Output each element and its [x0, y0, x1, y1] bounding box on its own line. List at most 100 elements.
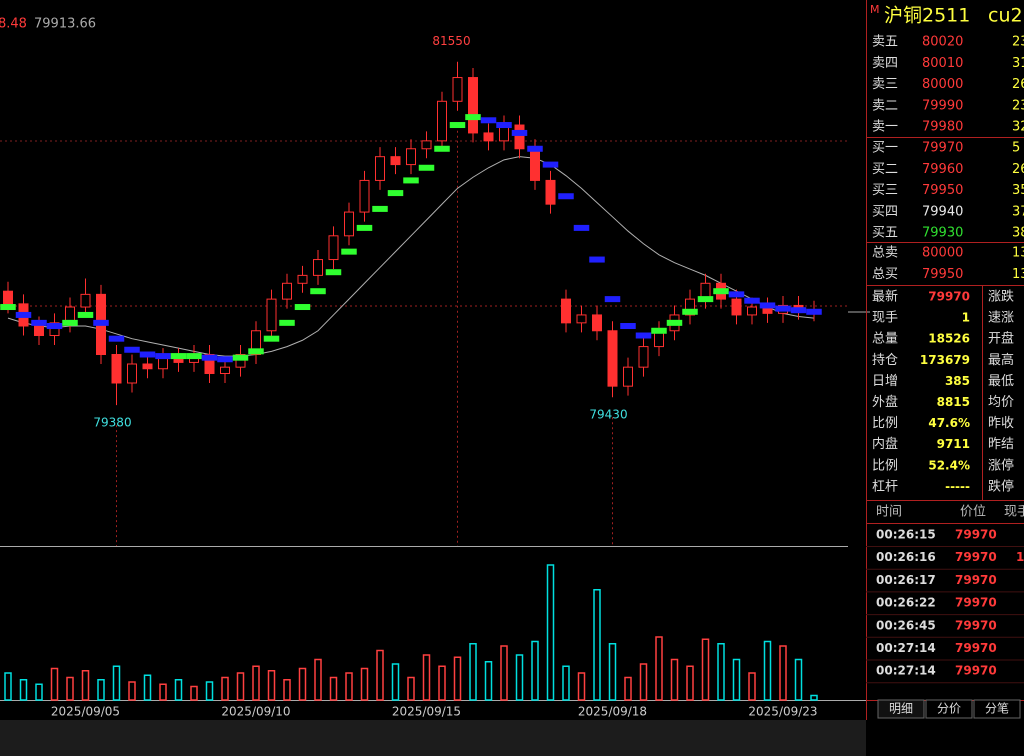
book-label: 总卖	[872, 246, 898, 261]
volume-bar	[469, 643, 477, 701]
volume-bar	[810, 694, 818, 701]
candle-body	[731, 298, 742, 316]
tick-time: 00:27:14	[876, 641, 936, 655]
trend-step	[248, 348, 264, 355]
candle-body	[328, 235, 339, 261]
volume-bar	[515, 654, 524, 701]
candle-body	[747, 306, 757, 316]
book-label: 买一	[872, 141, 898, 156]
volume-bar	[717, 643, 725, 701]
trend-step	[77, 311, 94, 318]
volume-bar	[748, 672, 756, 701]
stat-value: 385	[945, 374, 970, 388]
volume-bar	[763, 640, 772, 701]
candle-body	[623, 366, 633, 387]
volume-bar	[112, 665, 121, 701]
volume-bar	[546, 564, 555, 701]
tick-price: 79970	[955, 573, 997, 587]
volume-bar	[35, 683, 43, 701]
candle-body	[483, 132, 494, 142]
stat-label: 比例	[872, 416, 898, 431]
tick-time: 00:26:22	[876, 596, 936, 610]
volume-bar	[236, 672, 245, 701]
trend-step	[279, 319, 295, 326]
stat-label: 总量	[872, 332, 898, 347]
volume-bar	[624, 676, 632, 701]
volume-bar	[128, 681, 136, 701]
tick-time: 00:26:16	[876, 550, 936, 564]
trend-step	[93, 319, 109, 326]
stat-label: 现手	[872, 311, 898, 326]
stat-value: -----	[945, 479, 970, 493]
volume-bar	[190, 685, 198, 701]
trend-step	[511, 129, 528, 136]
trend-step	[573, 224, 590, 231]
book-label: 买五	[872, 226, 898, 241]
stat-label: 最低	[988, 374, 1014, 389]
book-label: 卖五	[872, 35, 898, 50]
book-label: 卖一	[872, 120, 898, 135]
trend-step	[558, 193, 574, 200]
trend-step	[480, 117, 497, 124]
book-label: 卖二	[872, 98, 898, 113]
book-label: 买二	[872, 162, 898, 177]
tick-time: 00:27:14	[876, 664, 936, 678]
extreme-label: 79380	[93, 416, 131, 430]
tick-price: 79970	[955, 664, 997, 678]
book-price: 79950	[922, 183, 963, 198]
tick-volume: 1	[1016, 550, 1024, 564]
candle-body	[359, 179, 370, 213]
trend-step	[790, 307, 807, 314]
volume-bar	[701, 638, 710, 701]
trend-step	[170, 353, 187, 360]
candle-body	[80, 293, 91, 308]
volume-bar	[221, 676, 229, 701]
x-tick-label: 2025/09/23	[748, 705, 817, 719]
tab[interactable]	[973, 699, 1021, 719]
trend-step	[356, 224, 373, 231]
stat-value: 9711	[937, 437, 970, 451]
tick-price: 79970	[955, 596, 997, 610]
volume-bar	[593, 589, 601, 701]
tick-price: 79970	[955, 641, 997, 655]
volume-bar	[81, 670, 90, 701]
tick-price: 79970	[955, 550, 997, 564]
stat-label: 比例	[872, 458, 898, 473]
volume-bar	[531, 640, 539, 701]
trend-step	[232, 354, 249, 361]
trend-step	[651, 327, 667, 334]
volume-bar	[732, 658, 741, 701]
candle-body	[158, 357, 168, 370]
tick-header: 价位	[960, 505, 986, 520]
stat-label: 持仓	[872, 353, 898, 368]
trend-step	[713, 288, 729, 295]
x-tick-label: 2025/09/18	[578, 705, 647, 719]
book-price: 80000	[922, 77, 963, 92]
trend-step	[217, 356, 233, 363]
info-value: 8.48	[0, 17, 27, 32]
candle-body	[390, 156, 401, 166]
trend-step	[15, 311, 32, 318]
book-volume: 23	[1012, 98, 1024, 113]
book-label: 买三	[872, 183, 898, 198]
trend-step	[806, 308, 822, 315]
stat-label: 杠杆	[872, 478, 898, 494]
volume-bar	[577, 672, 586, 701]
stat-label: 涨停	[988, 457, 1014, 473]
tab-label[interactable]: 明细	[889, 702, 913, 716]
book-volume: 35	[1012, 183, 1024, 198]
trend-step	[666, 319, 683, 326]
volume-bar	[438, 665, 446, 701]
stat-value: 47.6%	[928, 416, 970, 430]
tab[interactable]	[877, 699, 925, 719]
x-tick-label: 2025/09/10	[221, 705, 290, 719]
extreme-label: 79430	[589, 408, 627, 422]
book-price: 79930	[922, 226, 963, 241]
volume-bar	[345, 672, 353, 701]
tab-label[interactable]: 分笔	[985, 701, 1009, 716]
tab-label[interactable]: 分价	[937, 702, 961, 716]
trend-step	[341, 248, 357, 255]
stat-label: 昨结	[988, 437, 1014, 452]
tab[interactable]	[925, 699, 973, 719]
volume-bar	[360, 667, 369, 701]
